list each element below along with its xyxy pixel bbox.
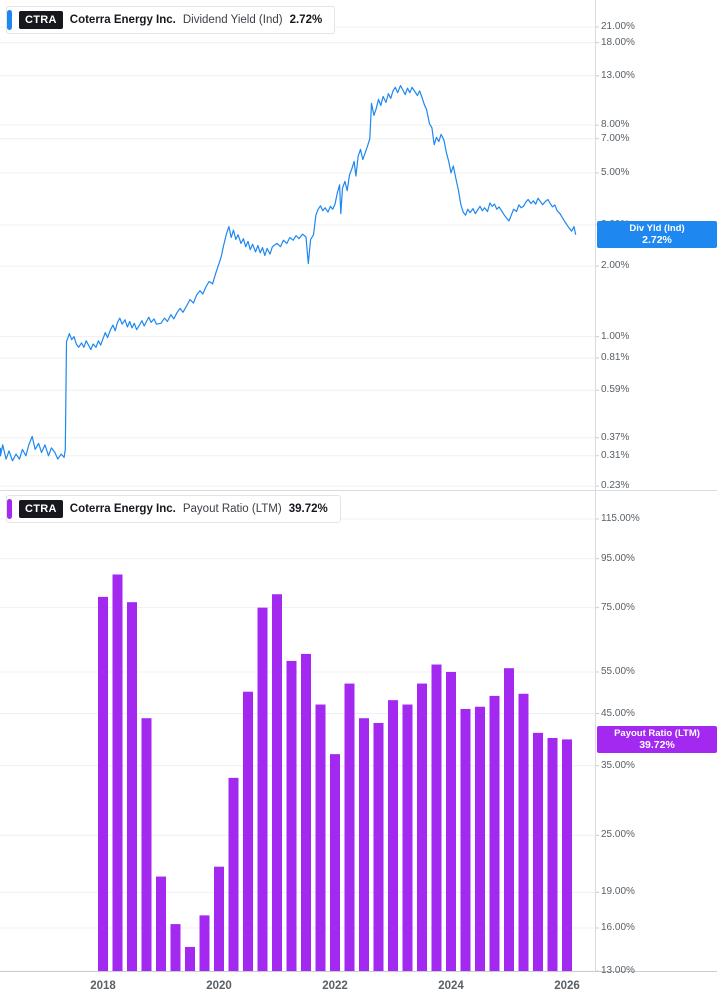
y-tick-label: 1.00%	[601, 330, 630, 342]
payout-ratio-bar[interactable]	[141, 718, 152, 971]
dividend-yield-line[interactable]	[0, 84, 577, 462]
y-tick-label: 75.00%	[601, 601, 635, 613]
y-tick-label: 115.00%	[601, 513, 640, 524]
metric-value: 39.72%	[288, 503, 328, 515]
company-name: Coterra Energy Inc.	[69, 503, 176, 515]
company-name: Coterra Energy Inc.	[69, 14, 176, 26]
x-tick-label: 2022	[322, 980, 348, 992]
payout-ratio-bar[interactable]	[170, 924, 181, 971]
payout-ratio-bar[interactable]	[547, 737, 558, 971]
y-tick-label: 7.00%	[601, 132, 630, 144]
payout-ratio-bar[interactable]	[489, 695, 500, 971]
dividend-yield-legend[interactable]: CTRA Coterra Energy Inc. Dividend Yield …	[6, 6, 336, 34]
payout-ratio-bar[interactable]	[330, 754, 340, 971]
dividend-yield-series-color-chip	[7, 10, 12, 30]
ticker-chip: CTRA	[19, 11, 63, 29]
payout-ratio-bar[interactable]	[518, 693, 529, 971]
y-tick-label: 25.00%	[601, 829, 635, 841]
x-tick-label: 2024	[438, 980, 464, 992]
payout-ratio-bar[interactable]	[112, 574, 123, 971]
x-tick-label: 2020	[206, 980, 232, 992]
y-tick-label: 0.81%	[601, 352, 630, 364]
payout-ratio-bar[interactable]	[257, 607, 268, 971]
y-tick-label: 0.31%	[601, 449, 630, 461]
y-tick-label: 8.00%	[601, 119, 630, 131]
payout-ratio-bar[interactable]	[446, 671, 456, 971]
payout-ratio-bar[interactable]	[228, 777, 239, 971]
y-tick-label: 0.59%	[601, 384, 630, 396]
y-tick-label: 0.23%	[601, 480, 630, 492]
payout-ratio-bar[interactable]	[286, 660, 297, 971]
y-tick-label: 21.00%	[601, 20, 635, 32]
metric-value: 2.72%	[289, 14, 323, 26]
payout-ratio-axis-badge: Payout Ratio (LTM) 39.72%	[597, 725, 717, 753]
payout-ratio-bar[interactable]	[373, 722, 384, 971]
y-tick-label: 19.00%	[601, 886, 635, 898]
x-tick-label: 2026	[554, 980, 580, 992]
payout-ratio-bar[interactable]	[562, 739, 572, 971]
payout-ratio-bar[interactable]	[272, 594, 282, 971]
y-tick-label: 45.00%	[601, 707, 635, 719]
y-tick-label: 13.00%	[601, 69, 635, 81]
axis-badge-value: 39.72%	[639, 738, 675, 751]
payout-ratio-bar[interactable]	[533, 732, 543, 971]
y-tick-label: 2.00%	[601, 260, 630, 272]
y-tick-label: 35.00%	[601, 759, 635, 771]
payout-ratio-series-color-chip	[7, 499, 12, 519]
payout-ratio-bar[interactable]	[127, 602, 137, 971]
axis-badge-label: Div Yld (Ind)	[629, 223, 685, 235]
y-tick-label: 5.00%	[601, 166, 630, 178]
payout-ratio-bar[interactable]	[417, 683, 427, 971]
axis-badge-value: 2.72%	[642, 234, 672, 247]
y-tick-label: 16.00%	[601, 921, 635, 933]
payout-ratio-bar[interactable]	[504, 668, 514, 971]
payout-ratio-bar[interactable]	[344, 683, 355, 971]
payout-ratio-bar[interactable]	[431, 664, 442, 971]
payout-ratio-bar[interactable]	[199, 915, 210, 971]
payout-ratio-bar[interactable]	[460, 708, 471, 971]
y-tick-label: 13.00%	[601, 965, 635, 976]
payout-ratio-bar[interactable]	[301, 653, 311, 971]
axis-badge-label: Payout Ratio (LTM)	[614, 727, 700, 739]
metric-label: Dividend Yield (Ind)	[182, 14, 283, 26]
x-tick-label: 2018	[90, 980, 116, 992]
metric-label: Payout Ratio (LTM)	[182, 503, 282, 515]
payout-ratio-bar[interactable]	[315, 704, 326, 971]
payout-ratio-legend[interactable]: CTRA Coterra Energy Inc. Payout Ratio (L…	[6, 495, 341, 523]
payout-ratio-bar[interactable]	[98, 596, 108, 971]
y-tick-label: 55.00%	[601, 665, 635, 677]
ticker-chip: CTRA	[19, 500, 63, 518]
payout-ratio-bar[interactable]	[475, 706, 485, 971]
payout-ratio-bar[interactable]	[156, 876, 166, 971]
y-tick-label: 0.37%	[601, 431, 630, 443]
y-tick-label: 18.00%	[601, 36, 635, 48]
payout-ratio-bar[interactable]	[359, 718, 369, 971]
payout-ratio-bar[interactable]	[388, 700, 398, 971]
y-tick-label: 95.00%	[601, 552, 635, 564]
payout-ratio-bar[interactable]	[402, 704, 413, 971]
payout-ratio-bar[interactable]	[214, 866, 224, 971]
payout-ratio-bar[interactable]	[243, 691, 253, 971]
payout-ratio-bar[interactable]	[185, 946, 195, 971]
div-yld-axis-badge: Div Yld (Ind) 2.72%	[597, 221, 717, 249]
